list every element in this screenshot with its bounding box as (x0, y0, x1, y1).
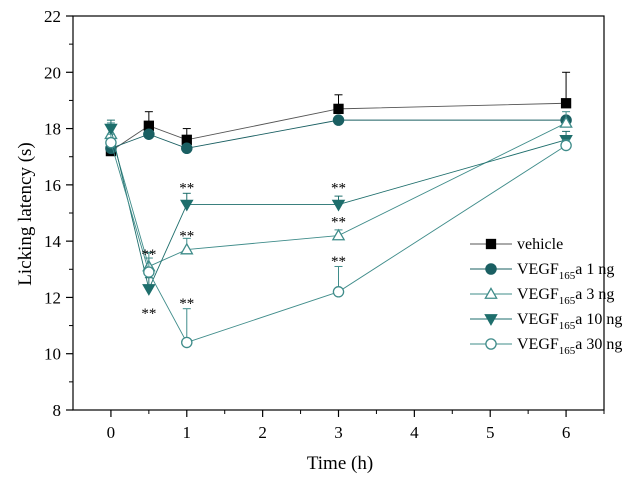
y-axis: 8 10 12 14 16 18 20 22 (44, 7, 73, 420)
data-point (559, 116, 573, 128)
significance-label: ** (331, 181, 346, 197)
data-point (485, 263, 497, 275)
x-tick-label: 0 (107, 423, 116, 442)
data-point (143, 266, 155, 278)
significance-label: ** (331, 214, 346, 230)
data-point (484, 287, 498, 299)
legend-label: VEGF165a 3 ng (517, 286, 614, 307)
significance-label: ** (331, 254, 346, 270)
y-tick-label: 10 (44, 345, 61, 364)
legend-entry-1: vehicle (470, 236, 563, 253)
y-tick-label: 12 (44, 288, 61, 307)
x-tick-label: 3 (334, 423, 343, 442)
y-tick-label: 14 (44, 232, 62, 251)
y-axis-title: Licking latency (s) (15, 142, 36, 286)
data-point (104, 123, 118, 136)
data-point (484, 314, 498, 326)
data-point (180, 242, 194, 255)
legend-entry-4: VEGF165a 10 ng (470, 311, 622, 332)
significance-label: ** (141, 247, 156, 263)
x-axis-title: Time (h) (307, 453, 373, 474)
data-point (143, 128, 155, 140)
data-point (105, 136, 117, 149)
legend: vehicle VEGF165a 1 ng VEGF165a 3 ng VEGF165… (470, 236, 622, 357)
x-tick-label: 2 (258, 423, 267, 442)
data-point (181, 142, 193, 155)
data-point (180, 199, 194, 212)
legend-label: VEGF165a 10 ng (517, 311, 622, 332)
series-2 (105, 114, 572, 155)
significance-label: ** (141, 306, 156, 322)
y-tick-label: 16 (44, 176, 61, 195)
data-point (332, 114, 345, 126)
significance-label: ** (179, 296, 194, 312)
data-point (142, 284, 156, 296)
x-tick-label: 1 (183, 423, 192, 442)
data-point (485, 338, 497, 350)
x-tick-label: 6 (562, 423, 571, 442)
legend-label: vehicle (517, 236, 563, 253)
data-point (331, 199, 346, 212)
data-point (560, 98, 572, 109)
significance-label: ** (179, 229, 194, 245)
y-tick-label: 8 (53, 401, 62, 420)
data-point (332, 286, 345, 298)
y-tick-label: 22 (44, 7, 61, 26)
series-layer (104, 71, 573, 349)
series-1 (105, 71, 572, 157)
significance-label: ** (179, 181, 194, 197)
x-axis: 0 1 2 3 4 5 6 (107, 410, 605, 442)
legend-entry-2: VEGF165a 1 ng (470, 261, 614, 282)
data-point (485, 238, 497, 250)
data-point (181, 336, 193, 349)
data-point (331, 228, 346, 241)
annotation-layer: ** ** ** ** ** ** ** ** (141, 181, 346, 322)
legend-entry-3: VEGF165a 3 ng (470, 286, 614, 307)
series-5 (105, 133, 572, 349)
y-tick-label: 18 (44, 120, 61, 139)
y-tick-label: 20 (44, 63, 61, 82)
legend-entry-5: VEGF165a 30 ng (470, 336, 622, 357)
x-tick-label: 4 (410, 423, 419, 442)
legend-label: VEGF165a 1 ng (517, 261, 614, 282)
x-tick-label: 5 (486, 423, 495, 442)
data-point (560, 139, 572, 152)
legend-label: VEGF165a 30 ng (517, 336, 622, 357)
data-point (333, 103, 344, 115)
series-4 (104, 119, 573, 296)
